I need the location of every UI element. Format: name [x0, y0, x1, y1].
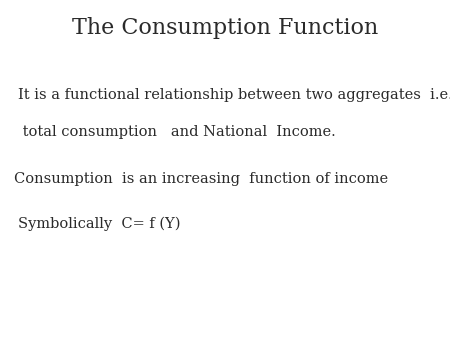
Text: Consumption  is an increasing  function of income: Consumption is an increasing function of… [14, 172, 387, 186]
Text: It is a functional relationship between two aggregates  i.e.,: It is a functional relationship between … [18, 88, 450, 102]
Text: Symbolically  C= f (Y): Symbolically C= f (Y) [18, 216, 180, 231]
Text: The Consumption Function: The Consumption Function [72, 17, 378, 39]
Text: total consumption   and National  Income.: total consumption and National Income. [18, 125, 336, 139]
